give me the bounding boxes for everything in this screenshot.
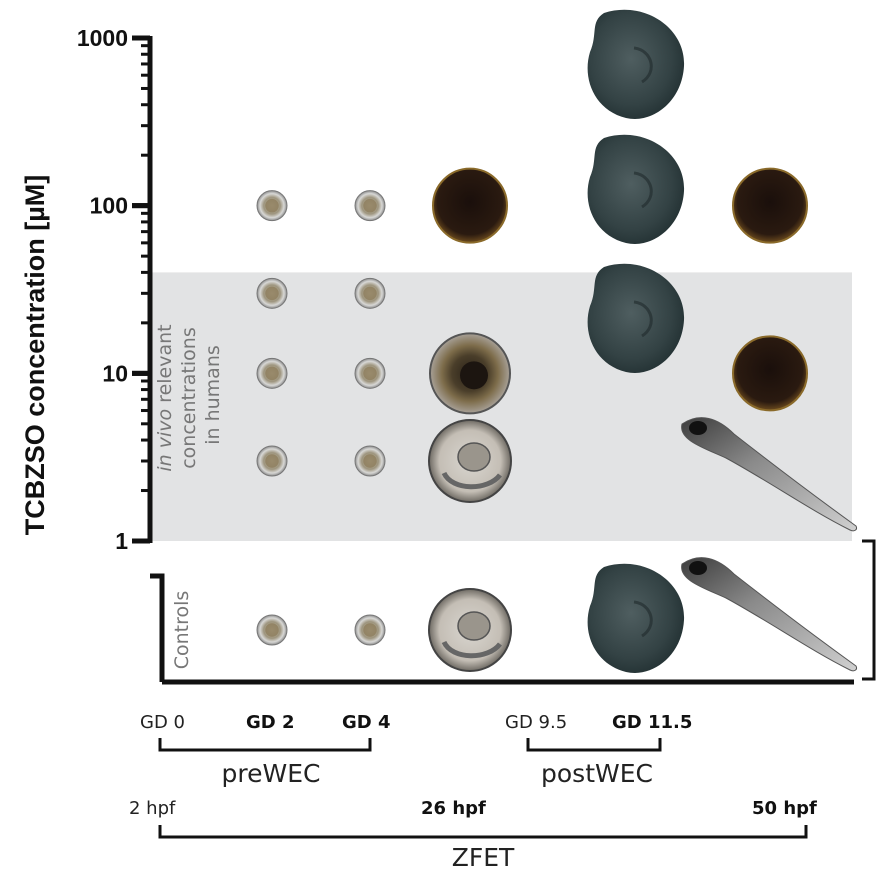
specimen-early-embryo bbox=[354, 614, 386, 646]
specimen-mouse-embryo bbox=[587, 563, 685, 673]
y-tick-labels: 1 10 100 1000 bbox=[77, 25, 128, 554]
specimen-dark-egg bbox=[732, 167, 808, 244]
zfet-end-label: 50 hpf bbox=[752, 798, 817, 819]
specimen-zebrafish-embryo bbox=[428, 588, 512, 672]
y-tick-label: 1 bbox=[115, 528, 128, 554]
specimen-zebrafish-larva bbox=[681, 417, 857, 532]
specimen-mottled-egg bbox=[429, 332, 511, 415]
specimen-dark-egg bbox=[432, 167, 508, 244]
specimen-mouse-embryo bbox=[587, 263, 685, 373]
specimen-images bbox=[256, 9, 857, 673]
band-label-line2: concentrations bbox=[178, 327, 200, 469]
specimen-mouse-embryo bbox=[587, 9, 685, 119]
specimen-early-embryo bbox=[256, 445, 288, 477]
zfet-start-label: 2 hpf bbox=[129, 798, 176, 819]
specimen-early-embryo bbox=[354, 190, 386, 222]
y-tick-label: 100 bbox=[90, 193, 128, 219]
y-axis-title: TCBZSO concentration [µM] bbox=[20, 175, 50, 536]
postwec-end-label: GD 11.5 bbox=[612, 712, 692, 733]
band-label-rest: relevant bbox=[154, 324, 176, 402]
y-tick-label: 10 bbox=[102, 360, 128, 386]
right-bracket bbox=[862, 539, 876, 681]
zfet-mid-label: 26 hpf bbox=[421, 798, 486, 819]
specimen-early-embryo bbox=[256, 357, 288, 389]
in-vivo-band bbox=[150, 272, 852, 541]
specimen-early-embryo bbox=[256, 190, 288, 222]
zfet-bracket bbox=[158, 825, 808, 839]
prewec-mid-label: GD 2 bbox=[246, 712, 295, 733]
prewec-name: preWEC bbox=[222, 759, 321, 788]
prewec-timeline: GD 0 GD 2 GD 4 preWEC bbox=[140, 712, 391, 788]
prewec-bracket bbox=[158, 738, 372, 752]
prewec-end-label: GD 4 bbox=[342, 712, 391, 733]
specimen-zebrafish-larva bbox=[681, 557, 857, 672]
postwec-name: postWEC bbox=[541, 759, 653, 788]
y-tick-label: 1000 bbox=[77, 25, 128, 51]
specimen-early-embryo bbox=[354, 445, 386, 477]
zfet-name: ZFET bbox=[452, 843, 515, 871]
specimen-early-embryo bbox=[354, 357, 386, 389]
specimen-early-embryo bbox=[256, 614, 288, 646]
postwec-bracket bbox=[526, 738, 662, 752]
postwec-timeline: GD 9.5 GD 11.5 postWEC bbox=[505, 712, 692, 788]
controls-label: Controls bbox=[171, 591, 193, 670]
specimen-early-embryo bbox=[354, 277, 386, 309]
controls-axis bbox=[150, 573, 165, 682]
prewec-start-label: GD 0 bbox=[140, 712, 185, 733]
specimen-early-embryo bbox=[256, 277, 288, 309]
specimen-zebrafish-embryo bbox=[428, 419, 512, 504]
in-vivo-band-label: in vivo relevant concentrations in human… bbox=[154, 318, 224, 471]
y-axis-ticks bbox=[132, 35, 150, 544]
zfet-timeline: 2 hpf 26 hpf 50 hpf ZFET bbox=[129, 798, 817, 871]
band-label-line3: in humans bbox=[202, 345, 224, 445]
postwec-start-label: GD 9.5 bbox=[505, 712, 567, 733]
specimen-dark-egg bbox=[732, 335, 808, 412]
band-label-italic: in vivo bbox=[154, 409, 176, 472]
specimen-mouse-embryo bbox=[587, 134, 685, 244]
